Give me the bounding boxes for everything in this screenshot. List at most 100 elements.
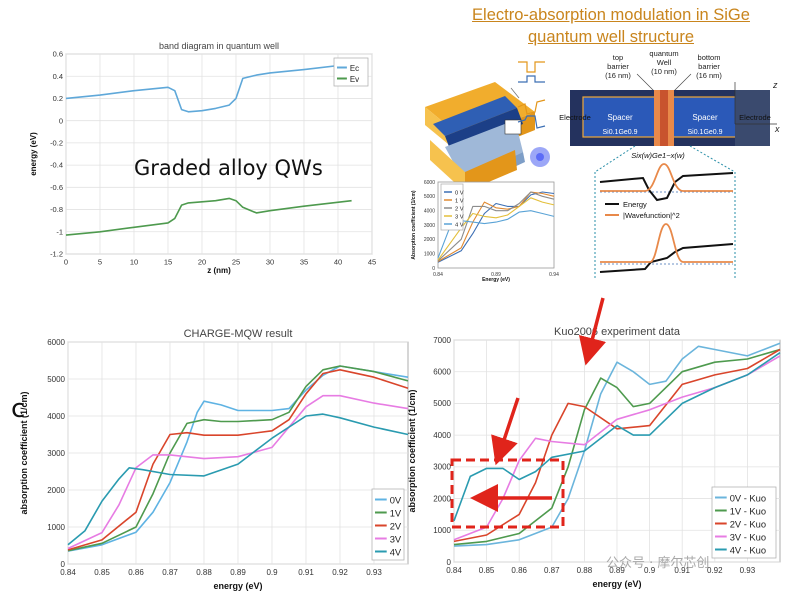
series-line — [437, 191, 555, 262]
y-tick-label: 6000 — [47, 338, 65, 347]
layer-right-label: Si0.1Ge0.9 — [687, 129, 722, 136]
top-barrier-label-3: (16 nm) — [605, 71, 631, 80]
energy-wavefunction-plot — [599, 163, 734, 273]
graded-alloy-label: Graded alloy QWs — [134, 156, 323, 180]
legend-label: 2V — [390, 522, 402, 532]
bottom-barrier-label-2: barrier — [698, 62, 720, 71]
charge-mqw-chart: 0.84 0.85 0.86 0.87 0.88 0.89 0.9 0.91 0.92 0.93 6… — [19, 328, 409, 591]
waveguide-3d-illustration — [425, 82, 550, 192]
x-tick-label: 0.86 — [128, 568, 144, 577]
y-tick-label: 2000 — [424, 237, 435, 243]
series-line — [437, 191, 555, 262]
figure-title: Electro-absorption modulation in SiGe qu… — [436, 4, 786, 48]
legend-label: Ev — [350, 75, 359, 84]
device-cross-section — [570, 90, 770, 146]
legend-label: 0V - Kuo — [730, 494, 766, 504]
x-tick-label: 0.84 — [60, 568, 76, 577]
y-axis-label: energy (eV) — [29, 132, 38, 176]
legend-label: 4V - Kuo — [730, 546, 766, 556]
series-line — [67, 365, 409, 552]
watermark: 公众号 · 摩尔芯创 — [606, 556, 710, 571]
x-tick-label: 20 — [198, 258, 206, 267]
spacer-left-label: Spacer — [607, 113, 633, 122]
series-line — [67, 394, 409, 550]
x-tick-label: 0.93 — [366, 568, 382, 577]
series-line — [453, 342, 781, 547]
band-sketch-icon — [510, 61, 546, 129]
x-tick-label: 5 — [98, 258, 102, 267]
x-axis-label: Energy (eV) — [482, 277, 510, 283]
chart-title: Kuo2006 experiment data — [554, 326, 681, 338]
x-tick-label: 0.9 — [644, 566, 656, 575]
y-tick-label: -1.2 — [50, 250, 63, 259]
x-tick-label: 0.89 — [230, 568, 246, 577]
x-tick-label: 0 — [64, 258, 68, 267]
series-line — [67, 413, 409, 546]
series-line — [453, 348, 781, 546]
y-tick-label: 1000 — [433, 526, 451, 535]
y-tick-label: 7000 — [433, 336, 451, 345]
x-tick-label: 0.9 — [266, 568, 278, 577]
y-tick-label: 3000 — [424, 223, 435, 229]
y-tick-label: 0 — [447, 558, 452, 567]
x-tick-label: 0.86 — [511, 566, 527, 575]
legend-label: 3V — [390, 535, 402, 545]
y-tick-label: -0.2 — [50, 139, 63, 148]
well-formula-label: Six(w)Ge1−x(w) — [631, 151, 685, 160]
x-tick-label: 25 — [232, 258, 240, 267]
axis-x-label: x — [774, 124, 780, 134]
legend-label: Ec — [350, 64, 359, 73]
series-line — [65, 197, 352, 236]
series-line — [437, 191, 555, 263]
panel-letter: c — [11, 394, 26, 424]
x-tick-label: 0.89 — [491, 272, 501, 278]
series-line — [65, 63, 352, 113]
x-tick-label: 0.88 — [577, 566, 593, 575]
y-tick-label: 0.6 — [53, 50, 63, 59]
quantum-well-label-3: (10 nm) — [651, 67, 677, 76]
legend-label: 2 V — [455, 207, 464, 213]
legend-label: 0 V — [455, 191, 464, 197]
y-tick-label: 0 — [432, 266, 435, 272]
legend-label: 3V - Kuo — [730, 533, 766, 543]
x-tick-label: 15 — [164, 258, 172, 267]
y-tick-label: -1 — [56, 227, 63, 236]
y-tick-label: 5000 — [424, 194, 435, 200]
y-tick-label: 1000 — [424, 251, 435, 257]
electrode-right-label: Electrode — [739, 113, 771, 122]
x-tick-label: 35 — [300, 258, 308, 267]
y-axis-label: Absorption coefficient (1/cm) — [411, 190, 417, 260]
electrode-left-label: Electrode — [559, 113, 591, 122]
x-tick-label: 10 — [130, 258, 138, 267]
y-tick-label: 1000 — [47, 523, 65, 532]
y-tick-label: 3000 — [47, 449, 65, 458]
y-tick-label: 5000 — [47, 375, 65, 384]
spacer-right-label: Spacer — [692, 113, 718, 122]
kuo-experiment-chart: 0.84 0.85 0.86 0.87 0.88 0.89 0.9 0.91 0.92 0.93 7… — [407, 326, 781, 589]
legend-label: 4 V — [455, 223, 464, 229]
band-diagram-chart: 0 5 10 15 20 25 30 35 40 45 0.6 0.4 0.2 0 -0.2 -0.4 -0.6… — [29, 41, 376, 275]
x-tick-label: 0.93 — [740, 566, 756, 575]
chart-title: band diagram in quantum well — [159, 41, 279, 51]
top-barrier-label-2: barrier — [607, 62, 629, 71]
y-tick-label: 0.2 — [53, 94, 63, 103]
y-tick-label: 3000 — [433, 463, 451, 472]
legend-energy-label: Energy — [623, 200, 647, 209]
x-axis-label: z (nm) — [207, 266, 231, 275]
top-barrier-label-1: top — [613, 53, 623, 62]
x-tick-label: 0.84 — [446, 566, 462, 575]
y-tick-label: 2000 — [47, 486, 65, 495]
x-tick-label: 0.89 — [609, 566, 625, 575]
legend-label: 2V - Kuo — [730, 520, 766, 530]
x-tick-label: 0.87 — [544, 566, 560, 575]
series-line — [67, 368, 409, 551]
x-tick-label: 0.87 — [162, 568, 178, 577]
legend-label: 4V — [390, 548, 402, 558]
axes-icon: z x — [734, 80, 780, 134]
bottom-barrier-label-3: (16 nm) — [696, 71, 722, 80]
y-tick-label: 5000 — [433, 399, 451, 408]
x-tick-label: 0.88 — [196, 568, 212, 577]
y-tick-label: 4000 — [47, 412, 65, 421]
axis-z-label: z — [772, 80, 778, 90]
x-tick-label: 0.84 — [433, 272, 443, 278]
